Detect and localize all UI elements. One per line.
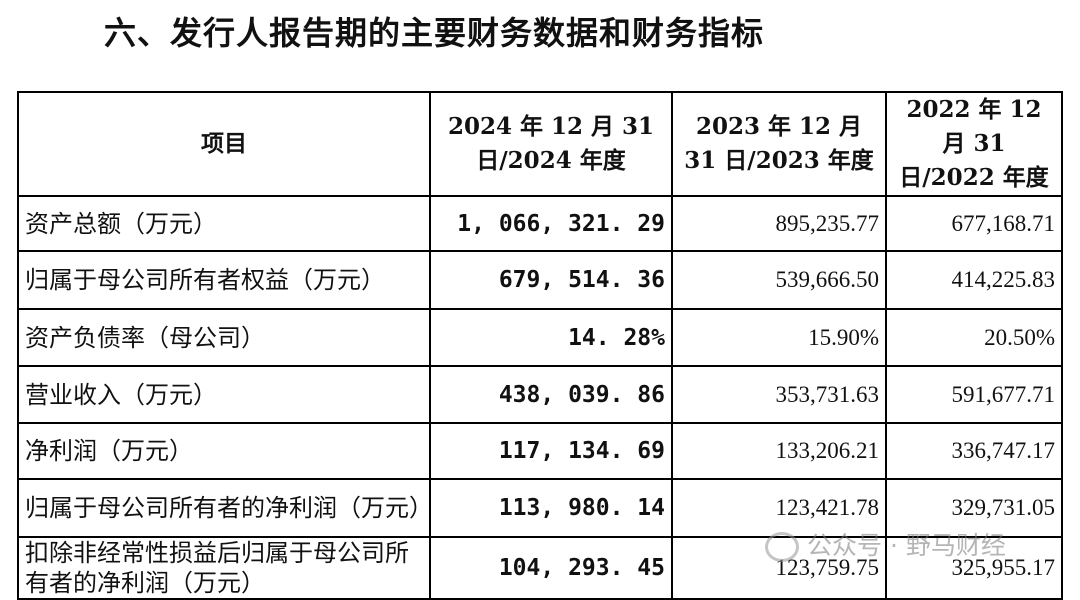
row-label: 归属于母公司所有者的净利润（万元） [17, 478, 433, 538]
financial-data-table: 项目 2024 年 12 月 31 日/2024 年度 2023 年 12 月 … [17, 91, 1063, 600]
table-row: 归属于母公司所有者权益（万元） 679, 514. 36 539,666.50 … [17, 250, 1063, 310]
page-title: 六、发行人报告期的主要财务数据和财务指标 [104, 14, 765, 52]
value-2023: 15.90% [671, 308, 887, 367]
value-2024: 117, 134. 69 [429, 422, 673, 480]
value-2023: 133,206.21 [671, 422, 887, 480]
value-2022: 20.50% [885, 308, 1063, 367]
value-2024: 113, 980. 14 [429, 478, 673, 538]
table-row: 归属于母公司所有者的净利润（万元） 113, 980. 14 123,421.7… [17, 478, 1063, 538]
row-label: 资产总额（万元） [17, 195, 431, 252]
watermark: 公众号 · 野马财经 [765, 526, 1006, 562]
table-row: 营业收入（万元） 438, 039. 86 353,731.63 591,677… [17, 365, 1063, 424]
value-2024: 438, 039. 86 [429, 365, 673, 424]
row-label: 扣除非经常性损益后归属于母公司所有者的净利润（万元） [17, 536, 431, 600]
row-label: 净利润（万元） [17, 422, 431, 480]
table-row: 资产负债率（母公司） 14. 28% 15.90% 20.50% [17, 308, 1063, 367]
watermark-text: 公众号 · 野马财经 [807, 531, 1006, 560]
value-2022: 591,677.71 [885, 365, 1063, 424]
header-item: 项目 [17, 91, 431, 197]
row-label: 归属于母公司所有者权益（万元） [17, 250, 431, 310]
value-2022: 414,225.83 [885, 250, 1063, 310]
value-2024: 1, 066, 321. 29 [429, 195, 673, 252]
value-2024: 14. 28% [429, 308, 673, 367]
header-2023: 2023 年 12 月 31 日/2023 年度 [671, 91, 887, 197]
value-2023: 539,666.50 [671, 250, 887, 310]
table-row: 资产总额（万元） 1, 066, 321. 29 895,235.77 677,… [17, 195, 1063, 252]
value-2023: 895,235.77 [671, 195, 887, 252]
value-2022: 677,168.71 [885, 195, 1063, 252]
table-row: 净利润（万元） 117, 134. 69 133,206.21 336,747.… [17, 422, 1063, 480]
table-header-row: 项目 2024 年 12 月 31 日/2024 年度 2023 年 12 月 … [17, 91, 1063, 197]
value-2023: 353,731.63 [671, 365, 887, 424]
value-2024: 679, 514. 36 [429, 250, 673, 310]
row-label: 资产负债率（母公司） [17, 308, 431, 367]
header-2022: 2022 年 12 月 31 日/2022 年度 [885, 91, 1063, 197]
value-2022: 329,731.05 [885, 478, 1063, 538]
row-label: 营业收入（万元） [17, 365, 431, 424]
value-2022: 336,747.17 [885, 422, 1063, 480]
value-2024: 104, 293. 45 [429, 536, 673, 600]
header-2024: 2024 年 12 月 31 日/2024 年度 [429, 91, 673, 197]
wechat-icon [765, 532, 799, 562]
value-2023: 123,421.78 [671, 478, 887, 538]
